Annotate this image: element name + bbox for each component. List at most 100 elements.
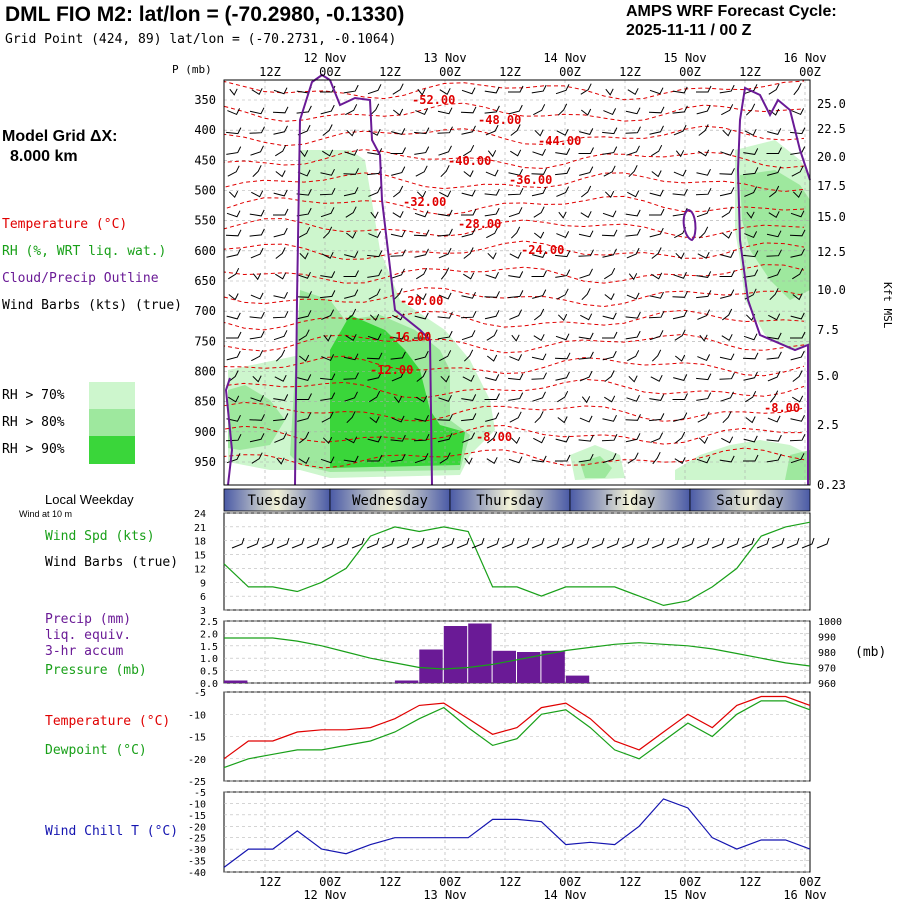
wind-barb: [533, 206, 545, 218]
wind-barb: [721, 436, 734, 444]
wind-barb: [414, 350, 429, 361]
wind-barb: [228, 395, 240, 403]
temperature-contour-label: -12.00: [370, 363, 413, 377]
temp-panel-tick-label: -25: [188, 777, 206, 788]
wind-barb: [672, 393, 688, 400]
wind-barb: [437, 330, 453, 340]
wind-barb: [226, 127, 242, 135]
wind-barb: [673, 374, 688, 381]
wind-barb: [697, 309, 711, 320]
wind-barb: [792, 370, 803, 382]
wind-barb: [745, 416, 756, 424]
wind-barb: [508, 290, 524, 299]
wind-barb: [649, 291, 664, 299]
surface-wind-barb: [726, 537, 740, 549]
wind-barb: [695, 187, 712, 196]
precip-bar: [443, 626, 468, 683]
wind-barb: [604, 370, 615, 382]
dewpoint-label: Dewpoint (°C): [45, 743, 147, 758]
pressure-tick-label: 980: [818, 648, 836, 659]
pressure-tick-label: 970: [818, 664, 836, 675]
wind-barb: [720, 391, 734, 402]
windchill-panel-tick-label: -10: [188, 799, 206, 810]
windchill-panel-tick-label: -20: [188, 822, 206, 833]
wind-barb: [790, 210, 805, 218]
wind-barb: [625, 228, 641, 237]
wind-barb: [579, 415, 593, 423]
wind-barb: [720, 289, 735, 299]
wind-barb: [673, 271, 687, 279]
wind-barb: [626, 145, 640, 156]
wind-barb: [605, 88, 614, 96]
wind-barb: [437, 433, 453, 443]
wind-barb: [531, 353, 547, 361]
wind-barb: [509, 411, 522, 423]
wind-barb: [320, 168, 335, 176]
wind-barb: [698, 226, 709, 239]
pressure-tick-label: 350: [194, 93, 216, 107]
temperature-contour-label: -8.00: [764, 401, 800, 415]
wind-speed-panel-tick-label: 18: [194, 537, 206, 548]
height-tick-label: 10.0: [817, 283, 846, 297]
wind-barb: [484, 86, 500, 94]
windchill-panel-tick-label: -40: [188, 868, 206, 879]
surface-wind-barb: [486, 537, 500, 549]
surface-wind-barb: [231, 537, 245, 549]
wind-barb: [696, 456, 711, 464]
top-time-tick-label: 00Z: [679, 65, 701, 79]
wind-barb: [322, 149, 334, 157]
wind-barb: [440, 375, 450, 383]
pressure-tick-label: 850: [194, 395, 216, 409]
surface-wind-barb: [321, 537, 335, 549]
wind-barb: [766, 351, 782, 360]
rh-region: [740, 170, 810, 300]
wind-barb: [417, 88, 426, 96]
wind-barb: [720, 251, 735, 258]
wind-barb: [323, 334, 332, 342]
wind-barb: [509, 309, 523, 320]
temperature-contour: [223, 401, 805, 422]
surface-wind-barb: [651, 537, 665, 549]
precip-bar: [468, 623, 492, 683]
wind-barb: [790, 248, 805, 258]
wind-barb: [790, 350, 805, 361]
forecast-cycle-label: AMPS WRF Forecast Cycle:: [626, 3, 837, 20]
wind-barb: [437, 414, 453, 421]
wind-barb: [226, 350, 241, 361]
wind-speed-panel-tick-label: 6: [200, 592, 206, 603]
wind-barb: [391, 268, 405, 279]
wind-barb: [439, 350, 452, 362]
top-time-tick-label: 00Z: [319, 65, 341, 79]
wind-barb: [648, 106, 665, 114]
wind-barb: [437, 107, 453, 115]
wind-barb: [344, 251, 359, 258]
height-tick-label: 12.5: [817, 245, 846, 259]
legend-rh80-label: RH > 80%: [2, 415, 65, 430]
wind-barb: [296, 188, 312, 196]
wind-barb: [228, 267, 240, 280]
wind-barb: [698, 149, 710, 157]
wind-barb: [651, 349, 662, 362]
surface-wind-barb: [591, 537, 605, 549]
wind-barb: [393, 396, 403, 404]
surface-wind-barb: [516, 537, 530, 549]
top-time-tick-label: 12Z: [499, 65, 521, 79]
wind-barb: [766, 434, 782, 442]
wind-barb: [273, 87, 288, 95]
wind-barb: [625, 209, 641, 217]
wind-barb: [391, 128, 406, 135]
temperature-contour: [223, 125, 805, 147]
wind-barb: [649, 189, 664, 197]
wind-barb: [578, 434, 594, 442]
wind-barb: [416, 370, 427, 382]
precip-bar: [565, 675, 590, 683]
pressure-tick-label: 450: [194, 153, 216, 167]
wind-barb: [696, 207, 711, 218]
wind-barb: [345, 308, 357, 321]
wind-barb: [345, 436, 358, 444]
wind-barb: [674, 329, 686, 341]
page-title: DML FIO M2: lat/lon = (-70.2980, -0.1330…: [5, 3, 405, 26]
wind-barb: [556, 231, 570, 239]
model-grid-label: Model Grid ΔX:: [2, 128, 118, 145]
precip-liq-label: liq. equiv.: [45, 628, 132, 643]
